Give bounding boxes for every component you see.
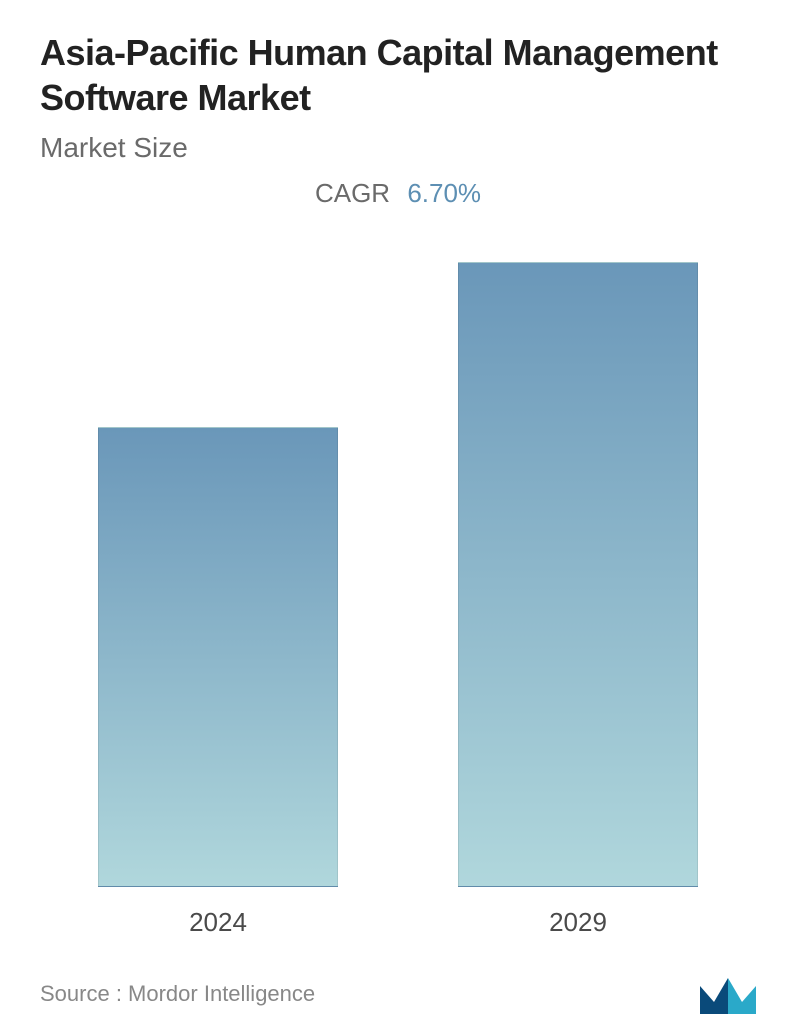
bar-2029 xyxy=(458,262,698,887)
source-text: Source : Mordor Intelligence xyxy=(40,981,315,1007)
bar-2029-label: 2029 xyxy=(549,907,607,938)
bar-2024-label: 2024 xyxy=(189,907,247,938)
cagr-label: CAGR xyxy=(315,178,390,208)
chart-container: Asia-Pacific Human Capital Management So… xyxy=(0,0,796,1034)
chart-area: 2024 2029 xyxy=(40,209,756,938)
chart-title: Asia-Pacific Human Capital Management So… xyxy=(40,30,756,120)
bar-2024 xyxy=(98,427,338,887)
bar-2029-wrap: 2029 xyxy=(458,262,698,938)
cagr-value: 6.70% xyxy=(407,178,481,208)
mordor-logo-icon xyxy=(700,974,756,1014)
cagr-row: CAGR 6.70% xyxy=(40,178,756,209)
chart-footer: Source : Mordor Intelligence xyxy=(40,966,756,1014)
chart-subtitle: Market Size xyxy=(40,132,756,164)
bar-2024-wrap: 2024 xyxy=(98,427,338,938)
